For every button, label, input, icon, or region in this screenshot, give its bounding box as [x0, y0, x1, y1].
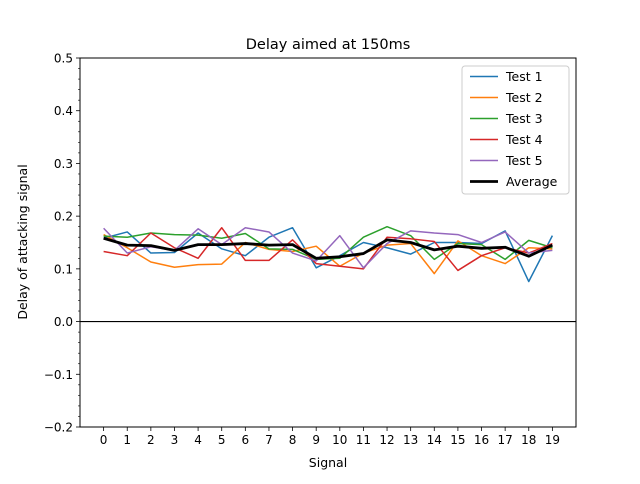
x-tick-label: 15	[450, 433, 465, 447]
legend-label-test-1: Test 1	[505, 69, 543, 84]
legend: Test 1 Test 2 Test 3 Test 4 Test 5 Average	[461, 65, 570, 195]
x-tick-label: 8	[289, 433, 297, 447]
x-tick-label: 4	[194, 433, 202, 447]
x-tick-label: 1	[123, 433, 131, 447]
y-tick-label: 0.3	[54, 157, 73, 171]
y-axis-label: Delay of attacking signal	[15, 164, 30, 319]
x-axis-label: Signal	[309, 455, 347, 470]
y-tick-label: 0.4	[54, 104, 73, 118]
series-line-test-5	[103, 226, 553, 269]
y-tick-label: −0.1	[44, 368, 73, 382]
x-tick-label: 16	[474, 433, 489, 447]
x-tick-label: 5	[218, 433, 226, 447]
legend-label-average: Average	[506, 174, 558, 189]
legend-label-test-3: Test 3	[505, 111, 543, 126]
legend-label-test-5: Test 5	[505, 153, 543, 168]
legend-label-test-2: Test 2	[505, 90, 543, 105]
y-tick-label: 0.2	[54, 210, 73, 224]
x-tick-label: 14	[427, 433, 442, 447]
x-tick-label: 3	[171, 433, 179, 447]
x-tick-label: 6	[242, 433, 250, 447]
x-tick-label: 0	[100, 433, 108, 447]
x-tick-label: 10	[332, 433, 347, 447]
x-tick-label: 17	[498, 433, 513, 447]
y-tick-label: −0.2	[44, 421, 73, 435]
plot-area-frame	[79, 57, 577, 428]
x-tick-label: 2	[147, 433, 155, 447]
y-tick-label: 0.5	[54, 52, 73, 66]
x-tick-label: 13	[403, 433, 418, 447]
y-tick-label: 0.0	[54, 315, 73, 329]
legend-label-test-4: Test 4	[505, 132, 543, 147]
x-tick-label: 18	[521, 433, 536, 447]
x-tick-label: 9	[312, 433, 320, 447]
x-tick-label: 12	[379, 433, 394, 447]
x-tick-label: 11	[356, 433, 371, 447]
y-tick-label: 0.1	[54, 262, 73, 276]
x-tick-label: 19	[545, 433, 560, 447]
x-tick-label: 7	[265, 433, 273, 447]
series-line-average	[103, 236, 553, 260]
chart-title: Delay aimed at 150ms	[246, 37, 411, 53]
